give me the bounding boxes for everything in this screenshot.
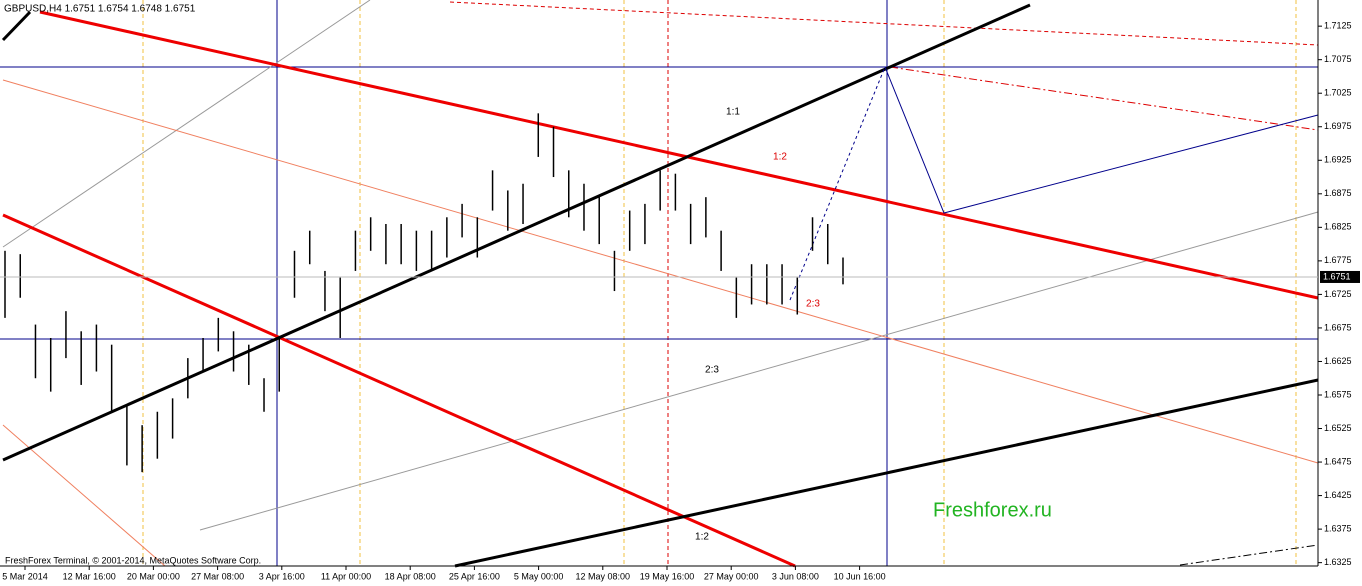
x-tick-label: 3 Jun 08:00 — [772, 571, 819, 581]
x-tick-label: 12 Mar 16:00 — [63, 571, 116, 581]
y-tick-label: 1.6975 — [1324, 121, 1352, 131]
y-tick-label: 1.6375 — [1324, 523, 1352, 533]
drawings — [0, 0, 1319, 568]
x-tick-label: 25 Apr 16:00 — [449, 571, 500, 581]
x-tick-label: 10 Jun 16:00 — [834, 571, 886, 581]
y-tick-label: 1.6925 — [1324, 155, 1352, 165]
y-tick-label: 1.7125 — [1324, 21, 1352, 31]
red-trend — [39, 10, 1319, 300]
x-tick-label: 12 May 08:00 — [576, 571, 631, 581]
y-tick-label: 1.6425 — [1324, 490, 1352, 500]
projection — [884, 66, 1319, 214]
x-tick-label: 5 Mar 2014 — [2, 571, 48, 581]
gray-trend — [2, 0, 371, 248]
last-price-box — [1320, 270, 1360, 283]
y-tick-label: 1.7025 — [1324, 88, 1352, 98]
fan-line — [2, 79, 1319, 464]
watermark: Freshforex.ru — [933, 499, 1052, 521]
x-tick-label: 27 May 00:00 — [704, 571, 759, 581]
copyright: FreshForex Terminal, © 2001-2014, MetaQu… — [5, 555, 261, 565]
y-tick-label: 1.6625 — [1324, 356, 1352, 366]
red-dashed — [449, 1, 1319, 46]
y-tick-label: 1.6475 — [1324, 456, 1352, 466]
x-tick-label: 19 May 16:00 — [640, 571, 695, 581]
annotation: 2:3 — [705, 365, 719, 376]
annotation: 1:2 — [773, 152, 787, 163]
x-tick-label: 27 Mar 08:00 — [191, 571, 244, 581]
x-tick-label: 5 May 00:00 — [514, 571, 564, 581]
x-tick-label: 11 Apr 00:00 — [321, 571, 371, 581]
y-tick-label: 1.6825 — [1324, 222, 1352, 232]
y-tick-label: 1.6875 — [1324, 188, 1352, 198]
y-tick-label: 1.6325 — [1324, 557, 1352, 567]
black-trend — [2, 3, 1031, 462]
x-tick-label: 20 Mar 00:00 — [127, 571, 180, 581]
y-tick-label: 1.6725 — [1324, 289, 1352, 299]
y-tick-label: 1.6675 — [1324, 322, 1352, 332]
last-price-label: 1.6751 — [1323, 271, 1351, 281]
gray-trend — [199, 211, 1319, 531]
x-tick-label: 3 Apr 16:00 — [259, 571, 305, 581]
x-tick-label: 18 Apr 08:00 — [385, 571, 436, 581]
black-trend — [454, 378, 1319, 568]
annotation: 2:3 — [806, 299, 820, 310]
y-tick-label: 1.7075 — [1324, 54, 1352, 64]
black-trend — [1, 10, 32, 42]
annotation: 1:2 — [695, 532, 709, 543]
y-tick-label: 1.6575 — [1324, 389, 1352, 399]
red-trend — [2, 213, 796, 568]
black-dashdot — [1179, 544, 1319, 566]
y-tick-label: 1.6525 — [1324, 423, 1352, 433]
annotation: 1:1 — [726, 107, 740, 118]
header: GBPUSD,H4 1.6751 1.6754 1.6748 1.6751 — [4, 4, 196, 15]
y-tick-label: 1.6775 — [1324, 255, 1352, 265]
